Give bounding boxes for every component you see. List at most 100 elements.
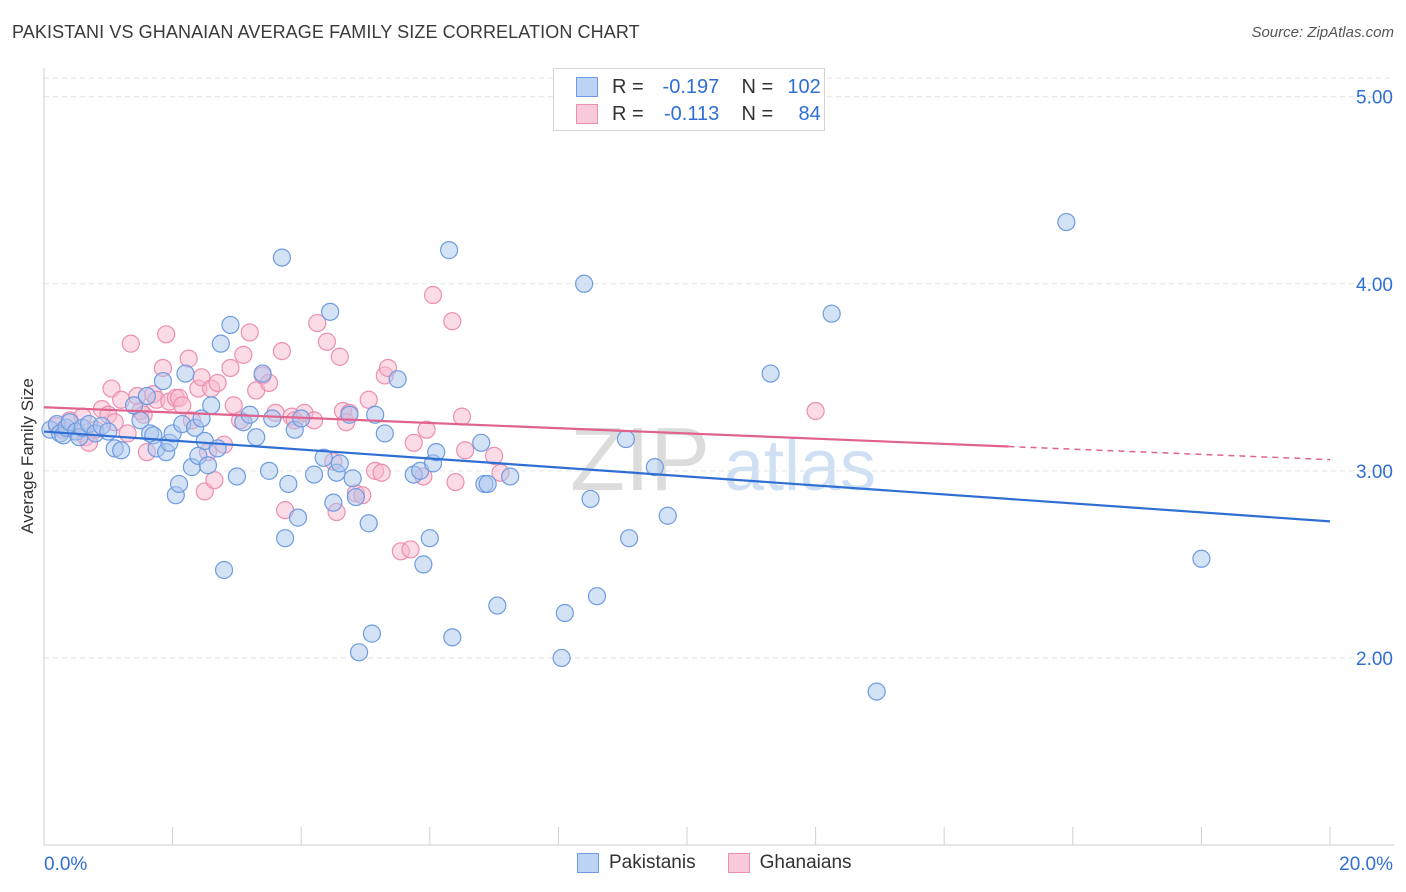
source-attribution: Source: ZipAtlas.com (1251, 24, 1394, 41)
ghanaians-point (446, 472, 465, 492)
pakistanis-point (366, 405, 385, 424)
pakistanis-point (330, 454, 349, 473)
pakistanis-point (867, 682, 886, 701)
pakistanis-point (321, 302, 340, 321)
pakistanis-point (176, 364, 195, 383)
legend-n-value: 102 (787, 75, 821, 98)
y-tick-label: 4.00 (1356, 275, 1393, 296)
ghanaians-point (372, 463, 391, 482)
pakistanis-trend-line (43, 430, 1331, 523)
pakistanis-point (124, 396, 144, 415)
ghanaians-point (404, 433, 423, 452)
ghanaians-trend-line-extension (1008, 445, 1331, 461)
series-swatch-blue (577, 853, 599, 873)
legend-n-label: N = (741, 102, 774, 125)
ghanaians-point (417, 420, 436, 439)
ghanaians-point (208, 373, 227, 393)
pakistanis-point (259, 461, 279, 480)
pakistanis-point (658, 506, 677, 525)
pakistanis-point (169, 474, 189, 494)
pakistanis-point (346, 487, 365, 507)
pakistanis-point (645, 458, 664, 477)
series-legend-pakistanis: Pakistanis (577, 852, 696, 874)
pakistanis-point (276, 529, 295, 548)
pakistanis-points (41, 212, 1211, 701)
pakistanis-point (1192, 549, 1211, 568)
pakistanis-point (620, 529, 639, 548)
pakistanis-point (587, 587, 607, 606)
legend-swatch-blue (576, 77, 598, 97)
pakistanis-point (304, 465, 324, 484)
pakistanis-point (214, 560, 234, 580)
pakistanis-point (211, 334, 230, 353)
pakistanis-point (1057, 212, 1076, 232)
pakistanis-point (253, 364, 272, 383)
ghanaians-trend-line (43, 406, 1009, 448)
axes (43, 68, 1394, 846)
series-legend-ghanaians: Ghanaians (727, 852, 852, 874)
pakistanis-point (349, 643, 369, 662)
pakistanis-point (472, 433, 491, 452)
pakistanis-point (478, 474, 497, 494)
chart-title: PAKISTANI VS GHANAIAN AVERAGE FAMILY SIZ… (12, 22, 640, 42)
legend-n-value: 84 (798, 102, 821, 125)
pakistanis-point (288, 508, 308, 527)
legend-row-ghanaians: R = -0.113 N = 84 (576, 102, 821, 126)
pakistanis-point (137, 386, 156, 406)
pakistanis-point (439, 241, 459, 260)
ghanaians-point (179, 349, 198, 368)
ghanaians-point (443, 312, 462, 331)
legend-r-label: R = (612, 102, 644, 125)
ghanaians-point (806, 401, 825, 421)
pakistanis-point (362, 624, 382, 643)
x-tick-label: 0.0% (44, 854, 87, 875)
ghanaians-point (205, 471, 224, 490)
pakistanis-point (324, 493, 343, 512)
pakistanis-point (314, 448, 333, 467)
pakistanis-point (279, 474, 298, 494)
ghanaians-point (272, 342, 292, 361)
legend-n-label: N = (741, 75, 774, 98)
ghanaians-point (330, 347, 349, 366)
series-label: Ghanaians (759, 852, 852, 873)
series-swatch-pink (727, 853, 750, 873)
tick-labels: 2.00 3.00 4.00 5.00 0.0% 20.0% (44, 88, 1393, 875)
pakistanis-point (153, 371, 173, 391)
ghanaians-point (173, 396, 192, 415)
series-label: Pakistanis (609, 852, 696, 873)
y-tick-label: 3.00 (1356, 462, 1393, 483)
ghanaians-point (234, 345, 253, 364)
pakistanis-point (272, 248, 292, 267)
pakistanis-point (420, 529, 439, 548)
pakistanis-point (359, 514, 378, 533)
pakistanis-point (198, 456, 218, 475)
pakistanis-point (375, 424, 394, 443)
x-tick-label: 20.0% (1339, 854, 1393, 875)
ghanaians-point (452, 407, 472, 426)
legend-r-value: -0.113 (664, 102, 720, 125)
pakistanis-point (575, 274, 594, 293)
ghanaians-point (423, 285, 443, 305)
legend-row-pakistanis: R = -0.197 N = 102 (576, 75, 821, 99)
y-tick-label: 2.00 (1356, 649, 1393, 670)
pakistanis-point (388, 370, 407, 389)
ghanaians-point (308, 313, 327, 333)
watermark: ZIP atlas (570, 410, 876, 510)
legend-r-label: R = (612, 75, 644, 98)
ghanaians-point (221, 358, 240, 378)
pakistanis-point (221, 315, 240, 335)
pakistanis-point (227, 467, 246, 486)
pakistanis-point (414, 555, 433, 574)
ghanaians-point (240, 323, 259, 342)
pakistanis-point (555, 603, 574, 623)
ghanaians-point (401, 540, 420, 559)
pakistanis-point (488, 596, 507, 615)
grid-lines (44, 77, 1390, 659)
pakistanis-point (202, 396, 221, 415)
pakistanis-point (343, 469, 362, 488)
ghanaians-point (317, 332, 337, 351)
trend-lines (43, 406, 1331, 523)
y-tick-label: 5.00 (1356, 88, 1393, 109)
pakistanis-point (247, 428, 266, 447)
